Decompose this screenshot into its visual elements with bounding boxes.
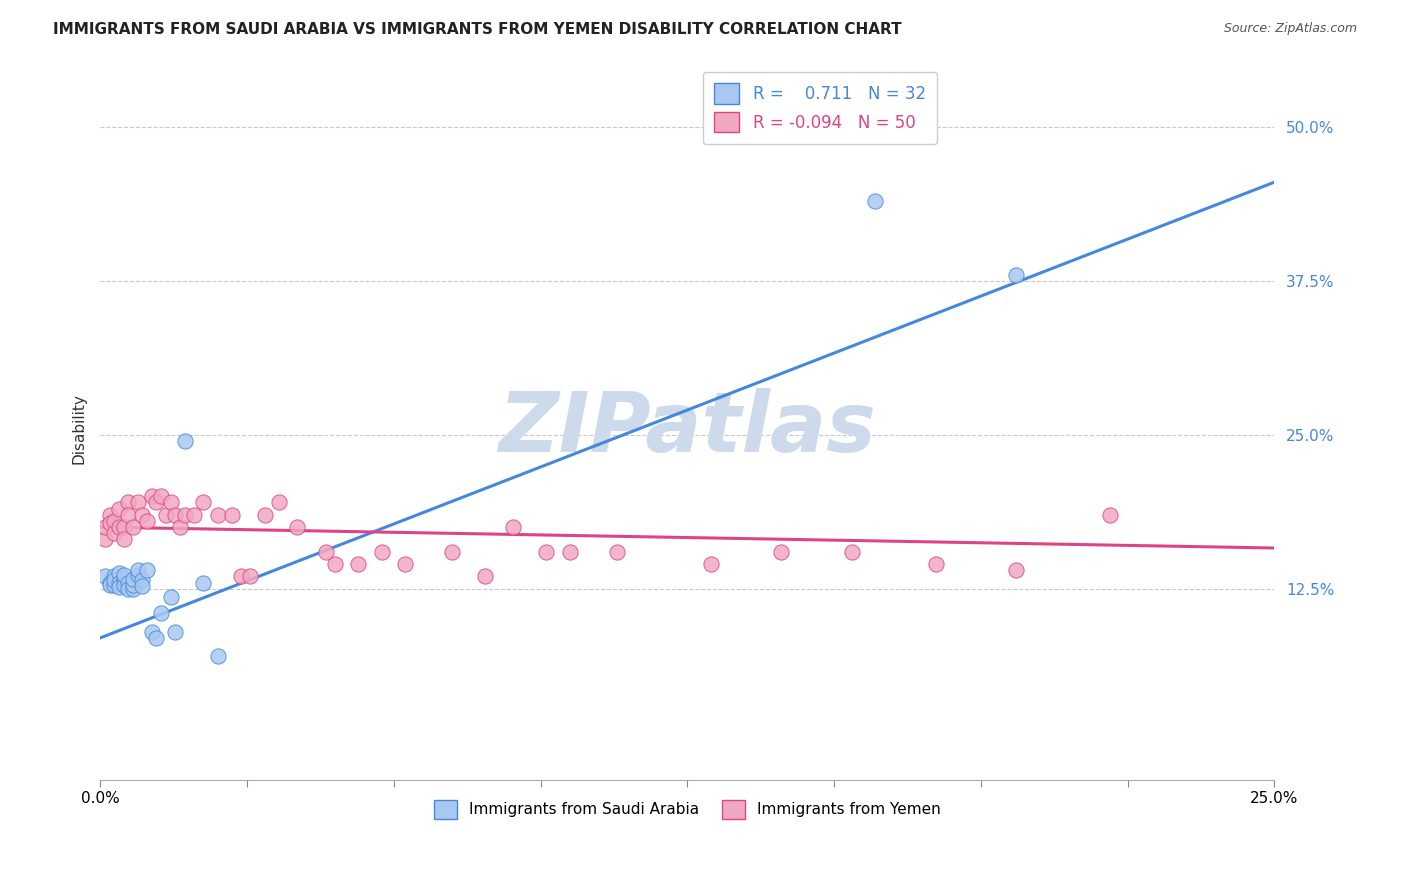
Legend: Immigrants from Saudi Arabia, Immigrants from Yemen: Immigrants from Saudi Arabia, Immigrants… bbox=[427, 794, 946, 824]
Point bbox=[112, 533, 135, 547]
Point bbox=[127, 568, 149, 582]
Point bbox=[165, 624, 187, 639]
Point bbox=[131, 573, 153, 587]
Point bbox=[155, 508, 177, 522]
Point bbox=[117, 495, 139, 509]
Point bbox=[103, 573, 125, 587]
Point bbox=[150, 489, 173, 503]
Point bbox=[502, 520, 524, 534]
Point bbox=[441, 545, 464, 559]
Point bbox=[108, 520, 131, 534]
Point bbox=[108, 566, 131, 580]
Point bbox=[103, 514, 125, 528]
Point bbox=[103, 569, 125, 583]
Point bbox=[112, 578, 135, 592]
Point bbox=[131, 579, 153, 593]
Point bbox=[173, 508, 195, 522]
Y-axis label: Disability: Disability bbox=[72, 393, 86, 464]
Point bbox=[183, 508, 205, 522]
Point bbox=[94, 533, 117, 547]
Point bbox=[700, 557, 723, 571]
Text: ZIPatlas: ZIPatlas bbox=[498, 388, 876, 469]
Point bbox=[606, 545, 628, 559]
Point bbox=[1005, 268, 1028, 282]
Point bbox=[159, 591, 181, 605]
Point bbox=[159, 495, 181, 509]
Point bbox=[150, 607, 173, 621]
Point bbox=[122, 578, 145, 592]
Point bbox=[193, 495, 215, 509]
Point bbox=[267, 495, 290, 509]
Point bbox=[108, 581, 131, 595]
Point bbox=[558, 545, 581, 559]
Point bbox=[193, 575, 215, 590]
Point bbox=[98, 578, 121, 592]
Point bbox=[112, 568, 135, 582]
Point bbox=[863, 194, 886, 208]
Point bbox=[253, 508, 276, 522]
Text: Source: ZipAtlas.com: Source: ZipAtlas.com bbox=[1223, 22, 1357, 36]
Point bbox=[1005, 563, 1028, 577]
Point bbox=[536, 545, 558, 559]
Point bbox=[98, 516, 121, 531]
Point bbox=[207, 649, 229, 664]
Point bbox=[841, 545, 863, 559]
Point bbox=[127, 495, 149, 509]
Point bbox=[136, 563, 159, 577]
Point bbox=[108, 501, 131, 516]
Point bbox=[141, 624, 163, 639]
Point bbox=[371, 545, 394, 559]
Text: IMMIGRANTS FROM SAUDI ARABIA VS IMMIGRANTS FROM YEMEN DISABILITY CORRELATION CHA: IMMIGRANTS FROM SAUDI ARABIA VS IMMIGRAN… bbox=[53, 22, 903, 37]
Point bbox=[165, 508, 187, 522]
Point bbox=[145, 631, 167, 645]
Point bbox=[94, 520, 117, 534]
Point bbox=[474, 569, 496, 583]
Point bbox=[131, 508, 153, 522]
Point bbox=[207, 508, 229, 522]
Point bbox=[112, 572, 135, 586]
Point bbox=[103, 526, 125, 541]
Point bbox=[925, 557, 948, 571]
Point bbox=[122, 582, 145, 596]
Point bbox=[1099, 508, 1122, 522]
Point bbox=[145, 495, 167, 509]
Point bbox=[117, 508, 139, 522]
Point bbox=[169, 520, 191, 534]
Point bbox=[347, 557, 370, 571]
Point bbox=[287, 520, 309, 534]
Point bbox=[122, 520, 145, 534]
Point bbox=[117, 582, 139, 596]
Point bbox=[315, 545, 337, 559]
Point bbox=[112, 520, 135, 534]
Point bbox=[770, 545, 793, 559]
Point bbox=[173, 434, 195, 448]
Point bbox=[141, 489, 163, 503]
Point bbox=[98, 508, 121, 522]
Point bbox=[221, 508, 243, 522]
Point bbox=[239, 569, 262, 583]
Point bbox=[127, 563, 149, 577]
Point bbox=[103, 578, 125, 592]
Point bbox=[122, 572, 145, 586]
Point bbox=[136, 514, 159, 528]
Point bbox=[94, 569, 117, 583]
Point bbox=[323, 557, 346, 571]
Point bbox=[229, 569, 252, 583]
Point bbox=[117, 575, 139, 590]
Point bbox=[98, 575, 121, 590]
Point bbox=[394, 557, 416, 571]
Point bbox=[108, 575, 131, 590]
